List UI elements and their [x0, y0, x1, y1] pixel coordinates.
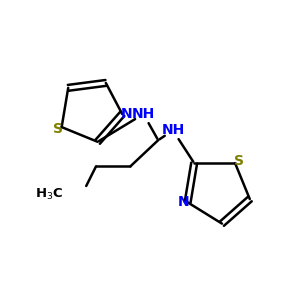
Text: NH: NH — [132, 107, 155, 121]
Text: N: N — [178, 195, 190, 209]
Text: N: N — [120, 107, 132, 121]
Text: S: S — [53, 122, 63, 136]
Text: NH: NH — [161, 123, 184, 137]
Text: H$_3$C: H$_3$C — [35, 187, 63, 202]
Text: S: S — [234, 154, 244, 169]
